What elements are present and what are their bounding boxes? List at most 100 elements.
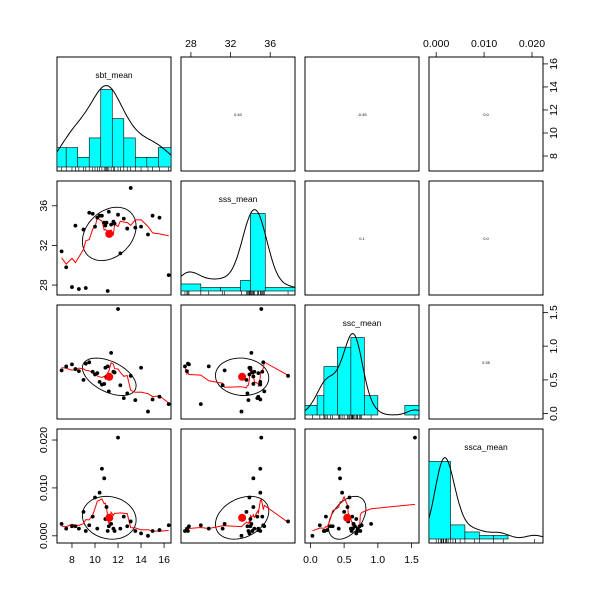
data-point [76,287,81,291]
histogram-bar [264,287,296,292]
tick-label: 36 [38,200,50,212]
data-point [310,533,315,538]
data-point [128,519,133,524]
panel-ssc_mean-sbt_mean [56,304,172,420]
histogram-bar [88,137,102,168]
data-point [118,383,123,388]
centroid-point [105,229,114,238]
variable-label: sss_mean [219,194,258,204]
data-point [112,370,117,375]
correlation-label: 0.0 [483,112,489,117]
panel-sss_mean-ssca_mean: 0.0 [428,180,544,296]
data-point [260,514,265,519]
data-point [245,391,250,396]
panel-sbt_mean-sss_mean: 0.40 [180,56,296,172]
correlation-ellipse [328,495,367,540]
panel-frame [304,180,420,296]
data-point [146,409,150,414]
data-point [246,398,251,403]
data-point [239,409,244,414]
panel-ssc_mean-ssc_mean: ssc_mean [304,304,420,420]
tick-label: 28 [185,38,197,50]
data-point [93,224,97,229]
centroid-point [105,372,114,381]
data-point [116,307,120,311]
tick-label: 12 [548,104,560,116]
tick-label: 12 [112,554,124,566]
correlation-label: 0.1 [359,236,365,241]
density-curve [428,457,544,539]
panel-ssca_mean-sbt_mean [56,428,172,544]
x-axis-bottom-sbt_mean: 8 10 12 14 16 [69,542,170,566]
histogram-bar [493,535,509,540]
tick-label: 28 [38,279,50,291]
data-point [150,213,155,218]
data-point [186,361,190,366]
data-point [64,364,69,369]
data-point [255,514,260,519]
tick-label: 0.0 [548,406,560,421]
variable-label: sbt_mean [95,70,133,80]
data-point [109,222,114,227]
data-point [105,529,110,533]
data-point [150,529,155,533]
tick-label: 1.5 [404,554,419,566]
data-point [251,374,256,379]
panel-sbt_mean-ssca_mean: 0.0 [428,56,544,172]
centroid-point [343,513,352,522]
data-point [166,402,171,407]
data-point [185,369,189,374]
data-point [244,509,249,514]
data-point [260,369,265,374]
data-point [338,476,342,481]
data-point [262,524,267,529]
data-point [247,372,252,377]
histogram-bar [350,337,365,416]
panel-sbt_mean-ssc_mean: -0.45 [304,56,420,172]
correlation-label: -0.45 [357,112,367,117]
histogram-bar [146,157,159,168]
data-point [251,382,256,386]
data-point [337,466,342,471]
correlation-ellipse [81,206,137,262]
data-point [106,524,111,529]
data-point [83,529,88,533]
data-point [413,435,417,440]
histogram-bar [100,89,113,168]
panel-sbt_mean-sbt_mean: sbt_mean [56,56,172,172]
data-point [325,528,330,532]
density-curve [304,333,420,416]
data-point [118,526,123,531]
data-point [286,373,290,378]
data-point [251,505,256,509]
tick-label: 0.0 [303,554,318,566]
tick-label: 1.0 [371,554,386,566]
tick-label: 14 [548,81,560,93]
data-point [259,307,264,311]
histogram-bar [478,535,494,540]
correlation-ellipse [81,357,137,396]
data-point [81,509,86,514]
data-point [157,215,162,220]
data-point [157,528,162,532]
panel-frame [56,180,172,296]
panel-frame [428,180,544,296]
data-point [248,517,253,521]
data-point [59,521,64,526]
tick-label: 0.000 [38,523,50,549]
tick-label: 1.0 [548,339,560,354]
data-point [97,379,102,384]
panel-sss_mean-sbt_mean [56,180,172,296]
x-axis-top-ssca_mean: 0.000 0.010 0.020 [423,38,545,58]
data-point [350,514,355,519]
data-point [286,519,290,524]
histogram-bar [180,283,202,292]
data-point [73,223,78,228]
data-point [256,528,261,532]
data-point [186,529,190,533]
correlation-label: 0.0 [483,236,489,241]
tick-label: 10 [548,127,560,139]
data-point [118,251,123,256]
data-point [166,273,171,278]
data-point [109,350,114,355]
